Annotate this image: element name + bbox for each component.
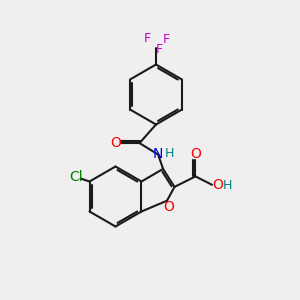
- Text: O: O: [110, 136, 121, 150]
- Text: F: F: [156, 43, 163, 56]
- Text: O: O: [190, 148, 201, 161]
- Text: F: F: [163, 33, 170, 46]
- Text: Cl: Cl: [69, 170, 83, 184]
- Text: O: O: [212, 178, 223, 192]
- Text: N: N: [153, 148, 163, 161]
- Text: F: F: [144, 32, 151, 45]
- Text: O: O: [163, 200, 174, 214]
- Text: H: H: [165, 147, 174, 160]
- Text: H: H: [223, 179, 232, 192]
